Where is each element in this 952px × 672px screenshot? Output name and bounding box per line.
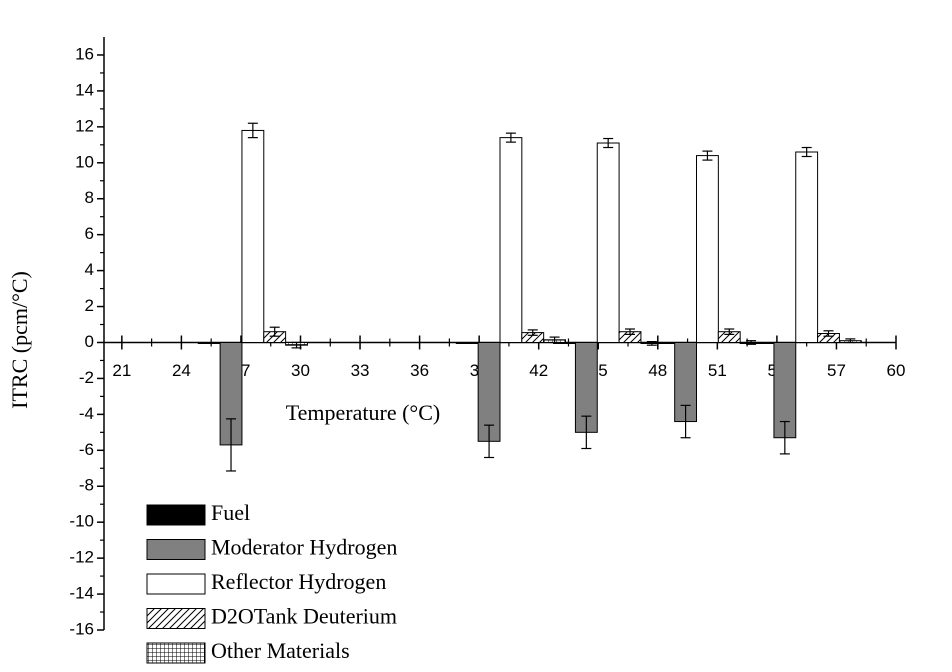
y-tick-label: 10 xyxy=(75,152,94,171)
bar xyxy=(795,151,819,343)
bar xyxy=(197,341,221,344)
legend-label: Fuel xyxy=(211,500,250,525)
legend-label: D2OTank Deuterium xyxy=(211,604,397,629)
y-tick-label: 0 xyxy=(85,332,94,351)
bar xyxy=(696,155,719,343)
bar xyxy=(455,341,479,344)
bar xyxy=(241,129,265,343)
y-tick-label: -4 xyxy=(79,404,94,423)
legend-label: Moderator Hydrogen xyxy=(211,535,397,560)
legend-swatch xyxy=(146,642,206,664)
legend-swatch xyxy=(146,608,206,629)
x-tick-label: 21 xyxy=(112,361,131,380)
x-tick-label: 48 xyxy=(648,361,667,380)
y-tick-label: 4 xyxy=(85,260,94,279)
y-tick-label: 8 xyxy=(85,188,94,207)
x-tick-label: 57 xyxy=(827,361,846,380)
y-tick-label: -10 xyxy=(69,512,94,531)
y-tick-label: -6 xyxy=(79,440,94,459)
x-tick-label: 42 xyxy=(529,361,548,380)
y-tick-label: -16 xyxy=(69,619,94,638)
x-tick-label: 51 xyxy=(708,361,727,380)
legend-label: Reflector Hydrogen xyxy=(211,569,386,594)
legend-swatch xyxy=(146,573,206,595)
legend-swatch xyxy=(146,504,206,526)
x-tick-label: 30 xyxy=(291,361,310,380)
x-tick-label: 33 xyxy=(351,361,370,380)
bar xyxy=(596,142,620,343)
legend-swatch xyxy=(146,539,206,560)
legend-label: Other Materials xyxy=(211,638,350,663)
bar xyxy=(499,137,523,343)
y-tick-label: 2 xyxy=(85,296,94,315)
y-tick-label: -14 xyxy=(69,584,94,603)
y-axis-title: ITRC (pcm/°C) xyxy=(7,271,32,409)
y-tick-label: 16 xyxy=(75,44,94,63)
y-tick-label: 12 xyxy=(75,116,94,135)
y-tick-label: 6 xyxy=(85,224,94,243)
y-tick-label: -8 xyxy=(79,476,94,495)
y-tick-label: -12 xyxy=(69,548,94,567)
y-tick-label: -2 xyxy=(79,368,94,387)
y-tick-label: 14 xyxy=(75,80,94,99)
x-tick-label: 24 xyxy=(172,361,191,380)
x-tick-label: 60 xyxy=(887,361,906,380)
x-tick-label: 36 xyxy=(410,361,429,380)
x-axis-title: Temperature (°C) xyxy=(286,400,440,425)
